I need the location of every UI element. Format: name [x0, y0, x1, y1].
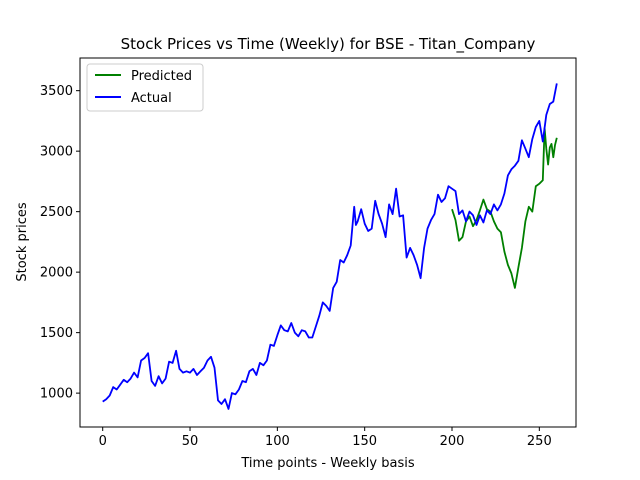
- y-axis-label: Stock prices: [15, 202, 30, 281]
- x-tick-label: 150: [352, 434, 377, 449]
- series-line-predicted: [451, 127, 558, 289]
- y-tick-label: 2500: [40, 205, 73, 220]
- x-axis-label: Time points - Weekly basis: [240, 456, 414, 471]
- x-tick-label: 200: [440, 434, 465, 449]
- x-tick-label: 50: [182, 434, 199, 449]
- y-tick-label: 1500: [40, 326, 73, 341]
- y-tick-label: 3500: [40, 84, 73, 99]
- legend-label-predicted: Predicted: [131, 69, 192, 84]
- legend-label-actual: Actual: [131, 91, 172, 106]
- series-line-actual: [102, 83, 558, 410]
- y-tick-label: 2000: [40, 266, 73, 281]
- x-tick-label: 100: [265, 434, 290, 449]
- x-tick-label: 250: [527, 434, 552, 449]
- chart-title: Stock Prices vs Time (Weekly) for BSE - …: [121, 35, 536, 54]
- y-tick-label: 1000: [40, 387, 73, 402]
- legend: Predicted Actual: [86, 63, 204, 112]
- y-tick-label: 3000: [40, 145, 73, 160]
- plot-frame: [79, 57, 577, 428]
- x-tick-label: 0: [99, 434, 107, 449]
